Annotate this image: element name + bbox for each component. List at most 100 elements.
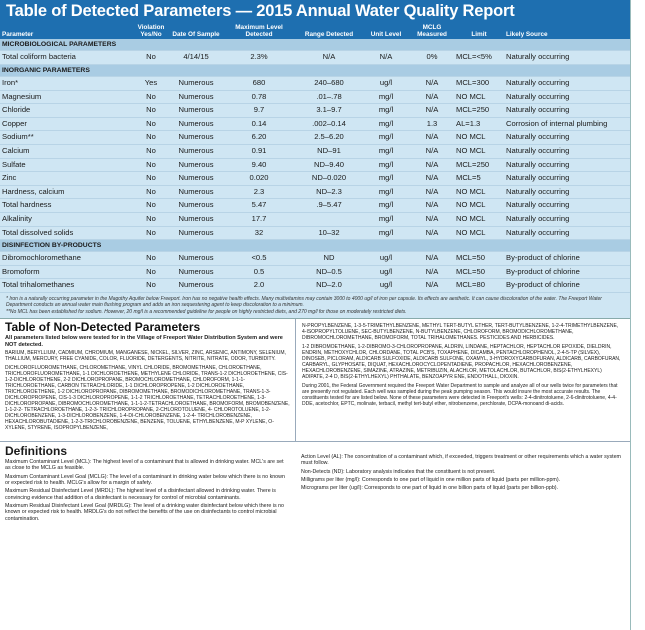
range-cell: ND–0.020 (296, 171, 362, 186)
table-row: Bromoform No Numerous 0.5 ND–0.5 ug/l N/A MCL=5… (0, 265, 630, 280)
range-cell (296, 212, 362, 227)
unit-cell: ug/l (362, 278, 410, 293)
limit-cell: NO MCL (454, 90, 504, 105)
source-cell: Naturally occurring (504, 50, 630, 65)
source-cell: Naturally occurring (504, 171, 630, 186)
limit-cell: NO MCL (454, 226, 504, 241)
definition-mclg: Maximum Contaminant Level Goal (MCLG): T… (5, 473, 285, 487)
range-cell: 240–680 (296, 76, 362, 91)
definitions-left-column: Definitions Maximum Contaminant Level (M… (0, 442, 295, 546)
non-detected-inorganics: Barium, beryllium, cadmium, chromium, ma… (5, 350, 286, 363)
table-row: Sodium** No Numerous 6.20 2.5–6.20 mg/l N/A NO … (0, 130, 630, 145)
mclg-cell: N/A (410, 144, 454, 159)
parameter-cell: Total hardness (0, 198, 132, 213)
column-header: MCLG Measured (410, 23, 454, 40)
report-page: Table of Detected Parameters — 2015 Annu… (0, 0, 631, 630)
source-cell: Naturally occurring (504, 90, 630, 105)
mclg-cell: N/A (410, 158, 454, 173)
limit-cell: NO MCL (454, 144, 504, 159)
parameter-cell: Copper (0, 117, 132, 132)
limit-cell: AL=1.3 (454, 117, 504, 132)
non-detected-section: Table of Non-Detected Parameters All par… (0, 318, 630, 442)
table-row: Iron* Yes Numerous 680 240–680 ug/l N/A MCL=300… (0, 76, 630, 91)
source-cell: Naturally occurring (504, 76, 630, 91)
iron-note: * Iron is a naturally occurring paramete… (6, 295, 602, 309)
source-cell: Naturally occurring (504, 144, 630, 159)
sample-date-cell: Numerous (170, 90, 222, 105)
definition-action-level: Action Level (AL): The concentration of … (301, 454, 621, 467)
unit-cell: mg/l (362, 117, 410, 132)
unit-cell: ug/l (362, 265, 410, 280)
limit-cell: NO MCL (454, 198, 504, 213)
non-detected-title: Table of Non-Detected Parameters (5, 320, 201, 335)
violation-cell: No (132, 50, 170, 65)
max-level-cell: 32 (222, 226, 296, 241)
sample-date-cell: Numerous (170, 226, 222, 241)
max-level-cell: 6.20 (222, 130, 296, 145)
table-row: Calcium No Numerous 0.91 ND–91 mg/l N/A NO MCL N… (0, 144, 630, 159)
mclg-cell: N/A (410, 198, 454, 213)
max-level-cell: 9.40 (222, 158, 296, 173)
column-header: Parameter (0, 23, 132, 40)
definition-mcl: Maximum Contaminant Level (MCL): The hig… (5, 459, 284, 472)
range-cell: 3.1–9.7 (296, 103, 362, 118)
limit-cell: MCL=80 (454, 278, 504, 293)
sample-date-cell: 4/14/15 (170, 50, 222, 65)
mclg-cell: N/A (410, 226, 454, 241)
source-cell: By-product of chlorine (504, 251, 630, 266)
mclg-cell: N/A (410, 185, 454, 200)
source-cell: Naturally occurring (504, 130, 630, 145)
mclg-cell: 1.3 (410, 117, 454, 132)
sample-date-cell: Numerous (170, 130, 222, 145)
parameter-cell: Alkalinity (0, 212, 132, 227)
max-level-cell: 0.78 (222, 90, 296, 105)
max-level-cell: 2.0 (222, 278, 296, 293)
limit-cell: MCL=50 (454, 265, 504, 280)
table-row: Total dissolved solids No Numerous 32 10–32 m… (0, 226, 630, 241)
max-level-cell: 17.7 (222, 212, 296, 227)
parameter-cell: Dibromochloromethane (0, 251, 132, 266)
non-detected-organics: Dichlorofluoromethane, chloromethane, vi… (5, 365, 290, 432)
range-cell: .01–.78 (296, 90, 362, 105)
unit-cell: mg/l (362, 212, 410, 227)
mclg-cell: N/A (410, 103, 454, 118)
section-header-row: DISINFECTION BY-PRODUCTS (0, 239, 630, 253)
unit-cell: mg/l (362, 144, 410, 159)
column-header: Maximum Level Detected (222, 23, 296, 40)
sample-date-cell: Numerous (170, 185, 222, 200)
column-header: Likely Source (504, 23, 630, 40)
limit-cell: NO MCL (454, 185, 504, 200)
non-detected-right-column: n-propylbenzene, 1-3-5-trimethylbenzene,… (295, 319, 630, 442)
unregulated-sampling-note: During 2001, the Federal Government requ… (302, 383, 618, 408)
definitions-title: Definitions (5, 444, 67, 459)
max-level-cell: 9.7 (222, 103, 296, 118)
limit-cell: NO MCL (454, 212, 504, 227)
mclg-cell: N/A (410, 130, 454, 145)
table-row: Zinc No Numerous 0.020 ND–0.020 mg/l N/A MCL=5 N… (0, 171, 630, 186)
sample-date-cell: Numerous (170, 103, 222, 118)
source-cell: Naturally occurring (504, 185, 630, 200)
violation-cell: Yes (132, 76, 170, 91)
source-cell: Corrosion of internal plumbing (504, 117, 630, 132)
table-row: Copper No Numerous 0.14.002–0.14 mg/l 1.3 AL=1… (0, 117, 630, 132)
section-header-row: INORGANIC PARAMETERS (0, 64, 630, 77)
max-level-cell: 680 (222, 76, 296, 91)
parameter-cell: Total trihalomethanes (0, 278, 132, 293)
range-cell: .9–5.47 (296, 198, 362, 213)
parameter-cell: Iron* (0, 76, 132, 91)
page-title: Table of Detected Parameters — 2015 Annu… (0, 0, 630, 23)
range-cell: ND–2.3 (296, 185, 362, 200)
range-cell: 10–32 (296, 226, 362, 241)
limit-cell: MCL=250 (454, 103, 504, 118)
table-row: Total trihalomethanes No Numerous 2.0 ND–2.0… (0, 278, 630, 293)
sample-date-cell: Numerous (170, 158, 222, 173)
table-row: Total coliform bacteria No 4/14/15 2.3% N/A N… (0, 50, 630, 65)
table-row: Sulfate No Numerous 9.40 ND–9.40 mg/l N/A MCL=2… (0, 158, 630, 173)
source-cell: Naturally occurring (504, 158, 630, 173)
table-row: Chloride No Numerous 9.7 3.1–9.7 mg/l N/A MCL=2… (0, 103, 630, 118)
max-level-cell: 0.5 (222, 265, 296, 280)
violation-cell: No (132, 171, 170, 186)
unit-cell: mg/l (362, 226, 410, 241)
violation-cell: No (132, 130, 170, 145)
violation-cell: No (132, 198, 170, 213)
